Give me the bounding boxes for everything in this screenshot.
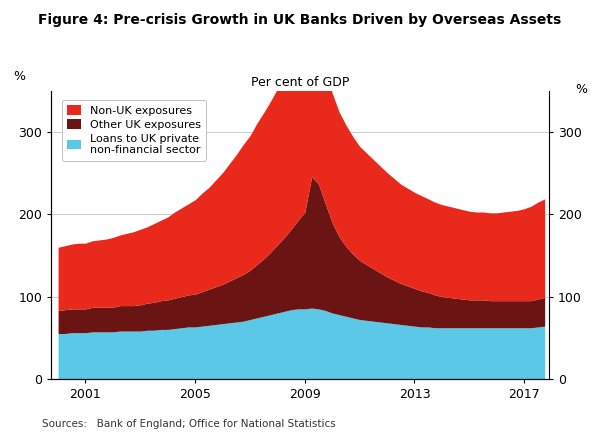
Text: Sources:   Bank of England; Office for National Statistics: Sources: Bank of England; Office for Nat… xyxy=(42,419,336,429)
Text: Figure 4: Pre-crisis Growth in UK Banks Driven by Overseas Assets: Figure 4: Pre-crisis Growth in UK Banks … xyxy=(38,13,562,27)
Legend: Non-UK exposures, Other UK exposures, Loans to UK private
non-financial sector: Non-UK exposures, Other UK exposures, Lo… xyxy=(62,100,206,161)
Y-axis label: %: % xyxy=(13,70,25,83)
Title: Per cent of GDP: Per cent of GDP xyxy=(251,76,349,89)
Y-axis label: %: % xyxy=(575,83,587,96)
